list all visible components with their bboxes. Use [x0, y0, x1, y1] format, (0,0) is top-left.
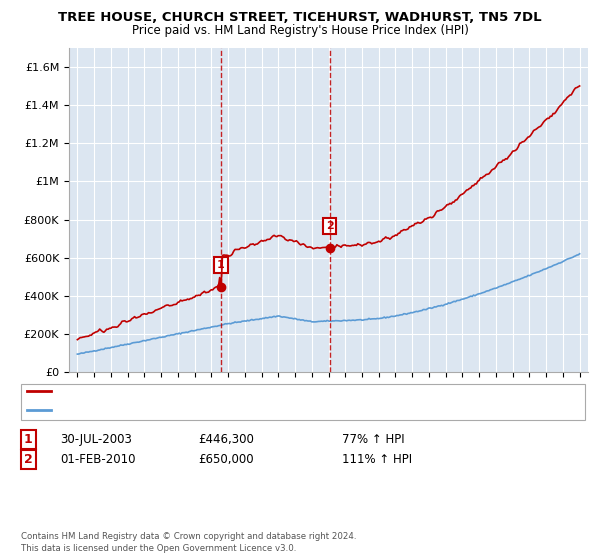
Text: HPI: Average price, detached house, Rother: HPI: Average price, detached house, Roth… [54, 405, 268, 415]
Text: 01-FEB-2010: 01-FEB-2010 [60, 452, 136, 466]
Text: 111% ↑ HPI: 111% ↑ HPI [342, 452, 412, 466]
Text: Contains HM Land Registry data © Crown copyright and database right 2024.
This d: Contains HM Land Registry data © Crown c… [21, 532, 356, 553]
Text: 2: 2 [326, 221, 334, 231]
Text: 1: 1 [217, 260, 225, 270]
Text: £650,000: £650,000 [198, 452, 254, 466]
Text: 2: 2 [24, 452, 33, 466]
Text: 1: 1 [24, 433, 33, 446]
Text: £446,300: £446,300 [198, 433, 254, 446]
Text: 77% ↑ HPI: 77% ↑ HPI [342, 433, 404, 446]
Text: TREE HOUSE, CHURCH STREET, TICEHURST, WADHURST, TN5 7DL (detached house): TREE HOUSE, CHURCH STREET, TICEHURST, WA… [54, 386, 466, 396]
Text: TREE HOUSE, CHURCH STREET, TICEHURST, WADHURST, TN5 7DL: TREE HOUSE, CHURCH STREET, TICEHURST, WA… [58, 11, 542, 24]
Text: Price paid vs. HM Land Registry's House Price Index (HPI): Price paid vs. HM Land Registry's House … [131, 24, 469, 36]
Text: 30-JUL-2003: 30-JUL-2003 [60, 433, 132, 446]
